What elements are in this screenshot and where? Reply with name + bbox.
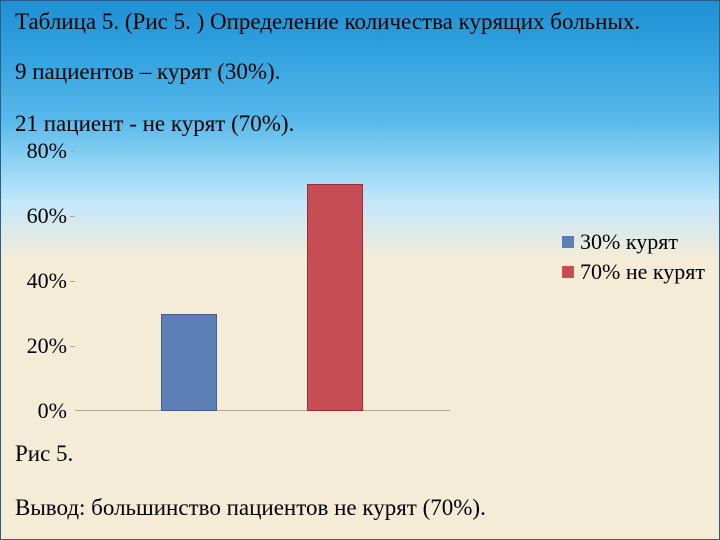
slide: Таблица 5. (Рис 5. ) Определение количес… bbox=[0, 0, 720, 540]
chart-baseline bbox=[75, 410, 450, 411]
slide-title: Таблица 5. (Рис 5. ) Определение количес… bbox=[15, 9, 640, 35]
y-tick-mark bbox=[70, 281, 75, 282]
chart-bar bbox=[161, 314, 217, 412]
legend-item: 70% не курят bbox=[562, 257, 705, 287]
chart-plot-area: 0%20%40%60%80% bbox=[75, 151, 450, 411]
legend-swatch-icon bbox=[562, 236, 574, 248]
y-tick-label: 0% bbox=[38, 398, 67, 424]
legend-label: 30% курят bbox=[580, 227, 678, 257]
y-tick-label: 80% bbox=[27, 138, 67, 164]
conclusion-text: Вывод: большинство пациентов не курят (7… bbox=[15, 495, 486, 521]
legend-label: 70% не курят bbox=[580, 257, 705, 287]
text-line-patients-smoke: 9 пациентов – курят (30%). bbox=[15, 59, 280, 85]
y-tick-mark bbox=[70, 346, 75, 347]
y-tick-mark bbox=[70, 216, 75, 217]
text-line-patients-nonsmoke: 21 пациент - не курят (70%). bbox=[15, 111, 294, 137]
y-tick-label: 20% bbox=[27, 333, 67, 359]
figure-caption: Рис 5. bbox=[15, 441, 73, 467]
legend-swatch-icon bbox=[562, 266, 574, 278]
y-tick-label: 60% bbox=[27, 203, 67, 229]
chart-legend: 30% курят 70% не курят bbox=[562, 227, 705, 286]
chart-bar bbox=[307, 184, 363, 412]
legend-item: 30% курят bbox=[562, 227, 705, 257]
y-tick-label: 40% bbox=[27, 268, 67, 294]
y-tick-mark bbox=[70, 151, 75, 152]
